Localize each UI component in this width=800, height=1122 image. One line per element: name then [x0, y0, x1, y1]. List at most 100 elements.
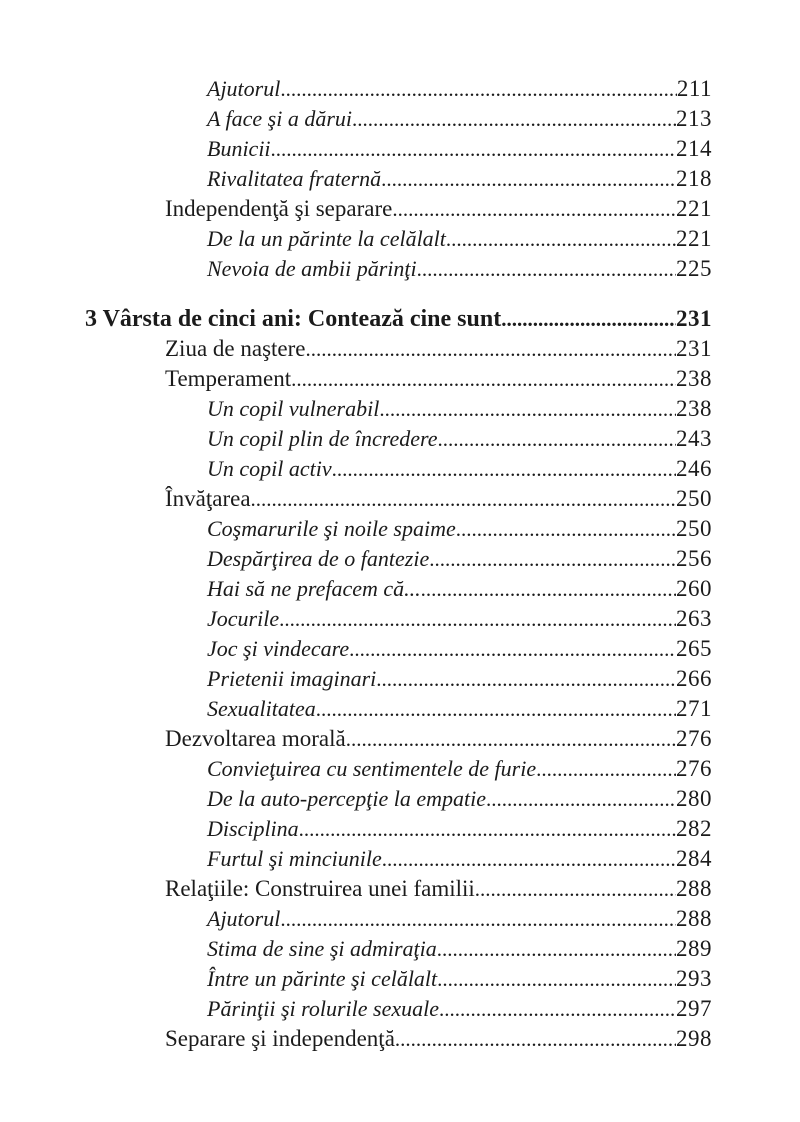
toc-entry-page: 221 [676, 226, 712, 251]
toc-entry-page: 293 [676, 966, 712, 991]
toc-entry: Bunicii 214 [85, 134, 712, 164]
dot-leader [417, 255, 676, 284]
toc-entry: Nevoia de ambii părinţi 225 [85, 254, 712, 284]
toc-entry-page: 280 [676, 786, 712, 811]
dot-leader [381, 165, 676, 194]
toc-entry-page: 238 [676, 366, 712, 391]
toc-entry: Coşmarurile şi noile spaime 250 [85, 514, 712, 544]
toc-entry-title: Între un părinte şi celălalt [207, 966, 438, 991]
toc-entry-page: 256 [676, 546, 712, 571]
toc-entry-title: Ajutorul [207, 76, 281, 101]
toc-entry: Un copil vulnerabil 238 [85, 394, 712, 424]
dot-leader [438, 425, 676, 454]
toc-entry-page: 288 [676, 876, 712, 901]
toc-entry: De la auto-percepţie la empatie 280 [85, 784, 712, 814]
toc-entry: Un copil activ 246 [85, 454, 712, 484]
toc-entry-title: Rivalitatea fraternă [207, 166, 382, 191]
toc-entry: Convieţuirea cu sentimentele de furie 276 [85, 754, 712, 784]
toc-entry-page: 250 [676, 486, 712, 511]
toc-entry: Rivalitatea fraternă 218 [85, 164, 712, 194]
dot-leader [376, 665, 676, 694]
toc-entry-page: 282 [676, 816, 712, 841]
dot-leader [439, 995, 676, 1024]
toc-entry: Relaţiile: Construirea unei familii 288 [85, 874, 712, 904]
toc-entry-title: Disciplina [207, 816, 299, 841]
dot-leader [346, 725, 676, 754]
dot-leader [280, 75, 677, 104]
toc-entry-page: 221 [676, 196, 712, 221]
toc-entry: Despărţirea de o fantezie 256 [85, 544, 712, 574]
toc-entry-title: Un copil activ [207, 456, 332, 481]
toc-entry: Între un părinte şi celălalt 293 [85, 964, 712, 994]
toc-entry-page: 263 [676, 606, 712, 631]
toc-entry-page: 297 [676, 996, 712, 1021]
toc-entry-page: 246 [676, 456, 712, 481]
toc-entry-title: Dezvoltarea morală [165, 726, 346, 751]
toc-entry: Prietenii imaginari 266 [85, 664, 712, 694]
toc-entry: Furtul şi minciunile 284 [85, 844, 712, 874]
toc-entry-title: Prietenii imaginari [207, 666, 377, 691]
toc-entry: Joc şi vindecare 265 [85, 634, 712, 664]
toc-entry-page: 243 [676, 426, 712, 451]
toc-entry-title: Furtul şi minciunile [207, 846, 382, 871]
dot-leader [279, 605, 676, 634]
toc-entry-title: Un copil plin de încredere [207, 426, 438, 451]
toc-entry-title: Ajutorul [207, 906, 281, 931]
dot-leader [437, 935, 676, 964]
toc-entry-page: 250 [676, 516, 712, 541]
toc-entry-title: 3 Vârsta de cinci ani: Contează cine sun… [85, 306, 502, 332]
toc-entry-page: 211 [676, 76, 712, 101]
toc-entry: Ajutorul 288 [85, 904, 712, 934]
dot-leader [316, 695, 676, 724]
toc-entry-page: 238 [676, 396, 712, 421]
toc-entry-page: 288 [676, 906, 712, 931]
toc-entry-page: 260 [676, 576, 712, 601]
toc-entry-title: Independenţă şi separare [165, 196, 393, 221]
toc-entry: Stima de sine şi admiraţia 289 [85, 934, 712, 964]
toc-entry: Părinţii şi rolurile sexuale 297 [85, 994, 712, 1024]
toc-entry-page: 266 [676, 666, 712, 691]
dot-leader [352, 105, 676, 134]
toc-entry-title: Ziua de naştere [165, 336, 306, 361]
toc-entry: Ajutorul 211 [85, 74, 712, 104]
dot-leader [299, 815, 676, 844]
toc-entry: Învăţarea 250 [85, 484, 712, 514]
toc-entry: A face şi a dărui 213 [85, 104, 712, 134]
dot-leader [456, 515, 676, 544]
toc-entry-page: 213 [676, 106, 712, 131]
toc-entry-page: 276 [676, 756, 712, 781]
toc-entry: Dezvoltarea morală 276 [85, 724, 712, 754]
toc-entry-title: Un copil vulnerabil [207, 396, 380, 421]
toc-entry: De la un părinte la celălalt 221 [85, 224, 712, 254]
dot-leader [501, 305, 676, 334]
toc-entry-title: Învăţarea [165, 486, 251, 511]
dot-leader [382, 845, 676, 874]
toc-entry-page: 225 [676, 256, 712, 281]
toc-entry-title: Nevoia de ambii părinţi [207, 256, 417, 281]
dot-leader [429, 545, 676, 574]
dot-leader [280, 905, 676, 934]
toc-entry-title: Relaţiile: Construirea unei familii [165, 876, 475, 901]
toc-entry-page: 218 [676, 166, 712, 191]
toc-entry-title: Bunicii [207, 136, 271, 161]
toc-entry-title: Hai să ne prefacem că... [207, 576, 421, 601]
toc-entry-title: Stima de sine şi admiraţia [207, 936, 437, 961]
toc-entry-title: Temperament [165, 366, 292, 391]
toc-chapter-entry: 3 Vârsta de cinci ani: Contează cine sun… [85, 304, 712, 334]
dot-leader [475, 875, 676, 904]
toc-entry-title: Separare şi independenţă [165, 1026, 395, 1051]
dot-leader [349, 635, 676, 664]
dot-leader [421, 575, 676, 604]
dot-leader [437, 965, 676, 994]
toc-entry: Sexualitatea 271 [85, 694, 712, 724]
toc-entry: Jocurile 263 [85, 604, 712, 634]
dot-leader [379, 395, 676, 424]
dot-leader [271, 135, 676, 164]
toc-entry-title: A face şi a dărui [207, 106, 353, 131]
toc-entry-title: Coşmarurile şi noile spaime [207, 516, 456, 541]
toc-entry-page: 276 [676, 726, 712, 751]
toc-entry-page: 265 [676, 636, 712, 661]
toc-entry-title: Jocurile [207, 606, 280, 631]
dot-leader [446, 225, 676, 254]
